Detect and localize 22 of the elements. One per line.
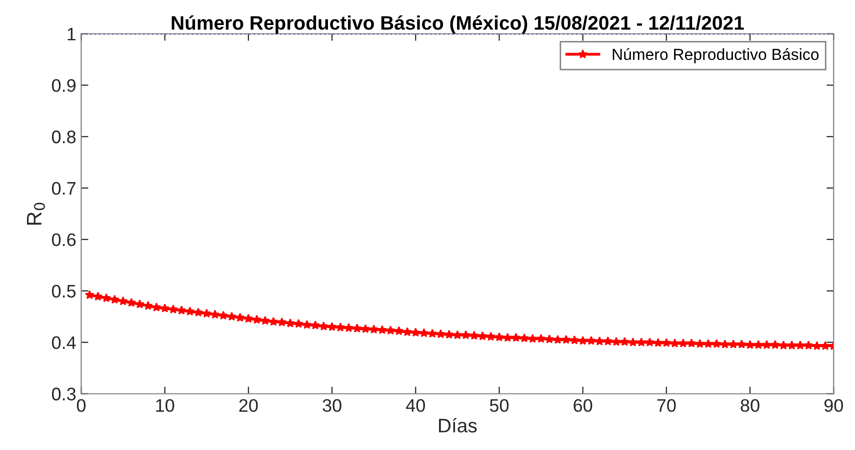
chart-title: Número Reproductivo Básico (México) 15/08/2021 - 12/11/2021 <box>172 15 744 34</box>
y-tick-label: 0.7 <box>52 182 76 195</box>
y-tick-label: 0.9 <box>52 79 76 92</box>
legend-label: Número Reproductivo Básico <box>612 48 819 64</box>
x-tick-label: 70 <box>657 399 676 412</box>
x-tick-label: 40 <box>406 399 425 412</box>
y-tick-label: 0.5 <box>52 284 76 298</box>
y-tick-label: 1 <box>68 28 76 40</box>
y-tick-label: 0.6 <box>52 233 76 246</box>
x-tick-label: 80 <box>740 399 760 412</box>
x-tick-label: 0 <box>76 399 86 412</box>
y-tick-label: 0.8 <box>52 130 76 144</box>
y-axis-title: R$_{0}$ <box>27 202 45 225</box>
y-tick-label: 0.3 <box>52 388 76 400</box>
y-tick-label: 0.4 <box>52 336 76 350</box>
x-tick-label: 20 <box>239 399 258 412</box>
x-axis-title: Días <box>439 418 477 433</box>
x-tick-label: 30 <box>322 399 342 412</box>
x-tick-label: 10 <box>156 399 174 412</box>
x-tick-label: 90 <box>824 399 843 412</box>
x-tick-label: 60 <box>574 399 592 412</box>
x-tick-label: 50 <box>490 399 509 412</box>
